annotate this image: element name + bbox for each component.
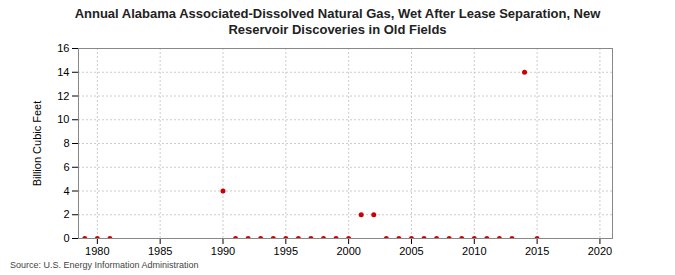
svg-text:2015: 2015 xyxy=(525,245,549,257)
svg-text:2000: 2000 xyxy=(336,245,360,257)
svg-text:0: 0 xyxy=(63,232,69,244)
svg-text:16: 16 xyxy=(57,42,69,54)
svg-text:1995: 1995 xyxy=(274,245,298,257)
svg-text:1985: 1985 xyxy=(148,245,172,257)
svg-text:8: 8 xyxy=(63,137,69,149)
svg-text:1980: 1980 xyxy=(85,245,109,257)
svg-text:2: 2 xyxy=(63,208,69,220)
svg-text:2020: 2020 xyxy=(588,245,612,257)
svg-text:2010: 2010 xyxy=(462,245,486,257)
html-text:Annual Alabama Associated-Diss: Annual Alabama Associated-Dissolved Natu… xyxy=(74,6,601,37)
svg-text:Billion Cubic Feet: Billion Cubic Feet xyxy=(31,101,43,187)
svg-text:1990: 1990 xyxy=(211,245,235,257)
svg-text:6: 6 xyxy=(63,161,69,173)
svg-text:10: 10 xyxy=(57,113,69,125)
svg-text:2005: 2005 xyxy=(399,245,423,257)
svg-text:14: 14 xyxy=(57,66,69,78)
svg-text:4: 4 xyxy=(63,185,69,197)
html-text:Source: U.S. Energy Informatio: Source: U.S. Energy Information Administ… xyxy=(10,260,199,270)
svg-text:12: 12 xyxy=(57,90,69,102)
